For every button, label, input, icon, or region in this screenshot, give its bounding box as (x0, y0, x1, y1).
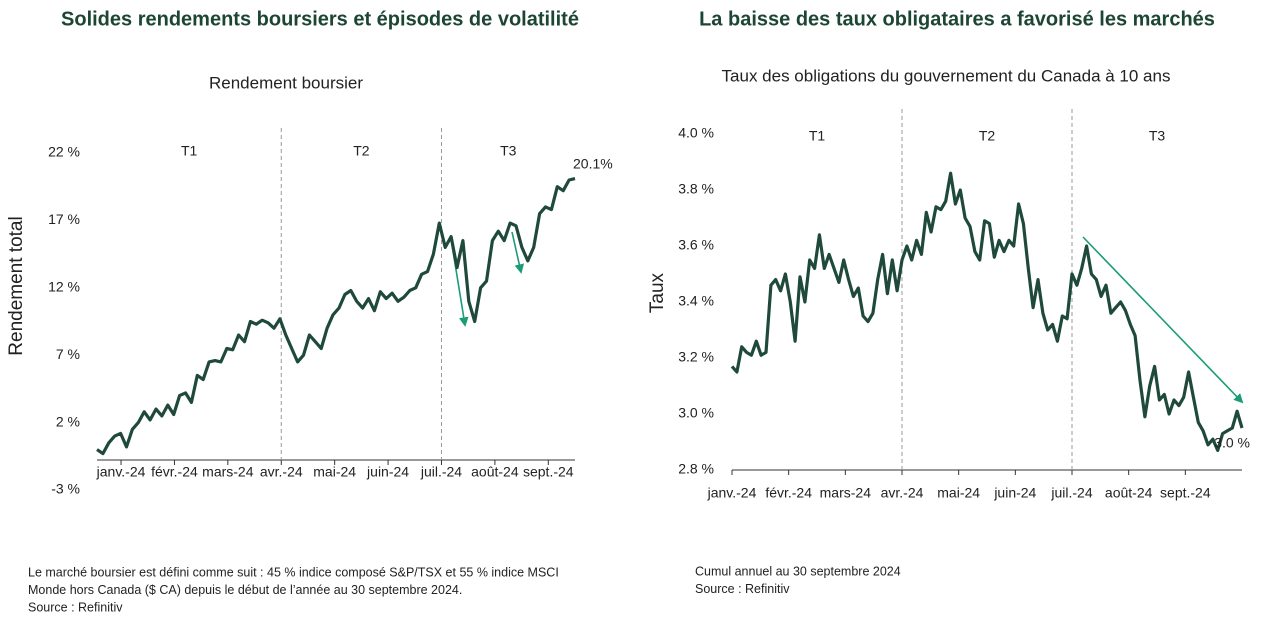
y-tick-label: 2.8 % (678, 461, 714, 477)
series-line (96, 177, 576, 456)
x-tick-label: juin-24 (366, 464, 409, 480)
x-tick-label: juil.-24 (420, 464, 462, 480)
x-tick-label: mai-24 (937, 485, 980, 501)
x-tick-label: janv.-24 (707, 485, 757, 501)
y-tick-label: 17 % (48, 211, 80, 227)
footnote: Source : Refinitiv (695, 582, 790, 596)
x-tick-label: sept.-24 (1160, 485, 1211, 501)
quarter-label: T3 (500, 143, 517, 159)
y-tick-label: 2 % (56, 413, 80, 429)
x-tick-label: mai-24 (313, 464, 356, 480)
chart-title: La baisse des taux obligataires a favori… (699, 8, 1215, 30)
end-annotation: 20.1% (573, 155, 613, 171)
arrows (451, 231, 1244, 404)
series-line (730, 171, 1244, 452)
y-tick-label: 3.8 % (678, 181, 714, 197)
x-tick-label: mars-24 (202, 464, 254, 480)
y-axis-title: Taux (647, 272, 668, 313)
footnote: Cumul annuel au 30 septembre 2024 (695, 564, 901, 578)
chart-subtitle: Taux des obligations du gouvernement du … (722, 66, 1171, 85)
x-tick-label: mars-24 (820, 485, 872, 501)
x-tick-label: févr.-24 (765, 485, 812, 501)
y-tick-label: 4.0 % (678, 125, 714, 141)
x-tick-label: févr.-24 (151, 464, 198, 480)
x-tick-label: janv.-24 (96, 464, 146, 480)
quarter-label: T3 (1149, 128, 1166, 144)
y-tick-label: -3 % (51, 481, 80, 497)
y-axis-title: Rendement total (6, 216, 27, 355)
y-tick-label: 3.6 % (678, 237, 714, 253)
end-annotation: 3.0 % (1214, 435, 1250, 451)
footnote: Le marché boursier est défini comme suit… (28, 565, 559, 579)
arrow (1082, 236, 1244, 404)
y-tick-label: 3.4 % (678, 293, 714, 309)
y-tick-label: 22 % (48, 144, 80, 160)
x-tick-label: juil.-24 (1050, 485, 1092, 501)
y-tick-label: 7 % (56, 346, 80, 362)
quarter-label: T1 (181, 143, 198, 159)
x-tick-label: août-24 (471, 464, 519, 480)
y-tick-label: 12 % (48, 279, 80, 295)
footnote: Source : Refinitiv (28, 600, 123, 614)
x-tick-label: avr.-24 (260, 464, 303, 480)
quarter-label: T2 (353, 143, 370, 159)
y-tick-label: 3.0 % (678, 405, 714, 421)
x-tick-label: sept.-24 (523, 464, 574, 480)
chart-subtitle: Rendement boursier (209, 73, 363, 92)
quarter-label: T1 (809, 128, 826, 144)
x-tick-label: juin-24 (993, 485, 1036, 501)
quarter-label: T2 (979, 128, 996, 144)
arrow (511, 231, 524, 274)
y-tick-label: 3.2 % (678, 349, 714, 365)
x-tick-label: août-24 (1105, 485, 1153, 501)
x-tick-label: avr.-24 (881, 485, 924, 501)
footnote: Monde hors Canada ($ CA) depuis le début… (28, 583, 462, 597)
chart-title: Solides rendements boursiers et épisodes… (61, 8, 579, 30)
